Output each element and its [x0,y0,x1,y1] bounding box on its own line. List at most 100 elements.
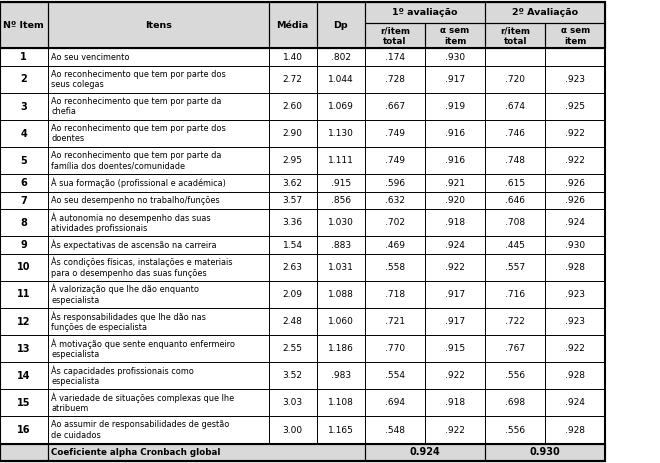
Bar [48,66,269,93]
Bar [317,281,365,308]
Bar [48,236,269,254]
Bar [365,147,425,175]
Bar [0,209,48,236]
Bar [545,49,605,66]
Bar [48,175,269,192]
Text: .767: .767 [505,344,525,353]
Text: Coeficiente alpha Cronbach global: Coeficiente alpha Cronbach global [51,448,221,457]
Bar [269,2,317,49]
Text: .920: .920 [445,196,465,205]
Text: .916: .916 [445,129,465,138]
Bar [0,335,48,362]
Bar [545,192,605,209]
Bar [0,444,48,461]
Text: .926: .926 [565,196,585,205]
Text: .694: .694 [385,398,405,407]
Bar [269,175,317,192]
Bar [365,209,425,236]
Bar [317,335,365,362]
Bar [545,192,605,209]
Bar [0,120,48,147]
Bar [425,389,485,416]
Bar [317,209,365,236]
Bar [425,93,485,120]
Bar [485,120,545,147]
Bar [365,120,425,147]
Bar [0,93,48,120]
Bar [365,192,425,209]
Text: Média: Média [277,21,309,30]
Bar [365,389,425,416]
Bar [425,147,485,175]
Text: 1.088: 1.088 [328,290,354,299]
Text: 12: 12 [17,317,30,326]
Bar [365,2,485,23]
Text: .708: .708 [505,218,525,227]
Text: .922: .922 [565,344,585,353]
Bar [48,281,269,308]
Bar [425,389,485,416]
Bar [48,93,269,120]
Bar [425,281,485,308]
Bar [545,66,605,93]
Bar [0,308,48,335]
Bar [48,281,269,308]
Bar [545,175,605,192]
Bar [545,23,605,49]
Bar [317,308,365,335]
Bar [425,416,485,444]
Bar [545,209,605,236]
Text: .916: .916 [445,156,465,165]
Text: 11: 11 [17,289,30,300]
Bar [365,281,425,308]
Text: .919: .919 [445,102,465,111]
Text: .883: .883 [331,241,351,250]
Bar [269,2,317,49]
Text: .632: .632 [385,196,405,205]
Bar [365,362,425,389]
Bar [48,175,269,192]
Bar [317,120,365,147]
Bar [425,147,485,175]
Bar [485,389,545,416]
Bar [0,147,48,175]
Text: .556: .556 [505,425,525,434]
Text: .746: .746 [505,129,525,138]
Bar [545,236,605,254]
Bar [485,209,545,236]
Bar [425,209,485,236]
Bar [425,175,485,192]
Bar [317,2,365,49]
Text: .716: .716 [505,290,525,299]
Bar [269,192,317,209]
Text: Ao reconhecimento que tem por parte da
família dos doentes/comunidade: Ao reconhecimento que tem por parte da f… [51,151,222,170]
Bar [425,23,485,49]
Bar [485,147,545,175]
Bar [365,444,485,461]
Bar [365,254,425,281]
Bar [485,209,545,236]
Bar [365,93,425,120]
Bar [269,192,317,209]
Text: 1.54: 1.54 [282,241,303,250]
Bar [48,236,269,254]
Bar [545,416,605,444]
Bar [485,66,545,93]
Text: .922: .922 [445,425,465,434]
Bar [425,416,485,444]
Text: 5: 5 [20,156,27,166]
Bar [48,444,365,461]
Bar [485,2,605,23]
Bar [48,416,269,444]
Text: 2.55: 2.55 [282,344,303,353]
Text: À sua formação (profissional e académica): À sua formação (profissional e académica… [51,178,226,188]
Text: 3.52: 3.52 [282,371,303,380]
Bar [269,236,317,254]
Bar [0,175,48,192]
Bar [269,147,317,175]
Bar [317,281,365,308]
Text: 1.40: 1.40 [282,53,303,62]
Bar [317,2,365,49]
Bar [269,254,317,281]
Text: 7: 7 [20,195,27,206]
